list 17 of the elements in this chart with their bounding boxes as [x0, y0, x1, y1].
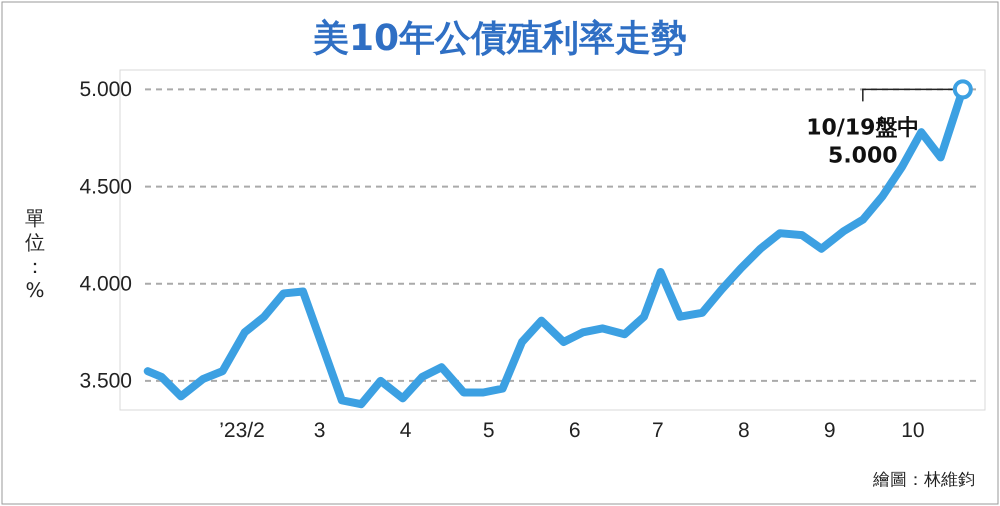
x-tick-label: 6: [568, 418, 581, 442]
x-tick-label: 5: [482, 418, 495, 442]
y-tick-label: 4.000: [79, 272, 132, 296]
y-tick-label: 5.000: [79, 78, 132, 102]
x-tick-label: 3: [314, 418, 326, 442]
chart-title: 美10年公債殖利率走勢: [312, 18, 688, 59]
y-tick-label: 3.500: [79, 370, 132, 393]
x-tick-label: 7: [652, 418, 664, 442]
text: 繪圖：林維鈞: [872, 470, 975, 490]
y-tick-label: 4.500: [79, 175, 132, 198]
annotation: 10/19盤中 5.000: [806, 115, 920, 168]
x-tick-label: 4: [400, 418, 412, 442]
y-axis-title: 單位：%: [25, 206, 45, 302]
x-tick-label: ’23/2: [219, 418, 265, 442]
x-tick-label: 9: [824, 418, 836, 442]
x-tick-label: 8: [738, 418, 750, 442]
x-tick-label: 10: [901, 418, 925, 442]
